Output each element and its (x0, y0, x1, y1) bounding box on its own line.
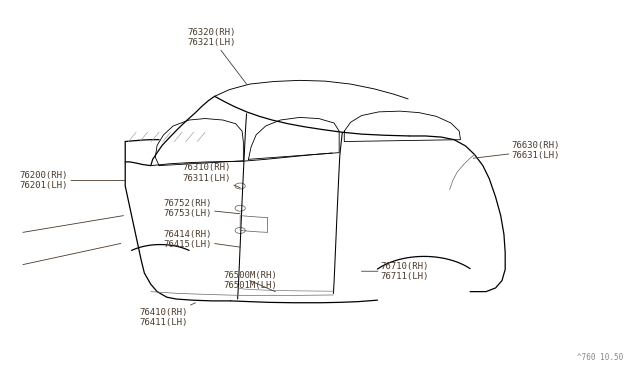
Text: 76710(RH)
76711(LH): 76710(RH) 76711(LH) (362, 262, 429, 281)
Text: 76414(RH)
76415(LH): 76414(RH) 76415(LH) (164, 230, 240, 250)
Text: ^760 10.50: ^760 10.50 (577, 353, 623, 362)
Text: 76630(RH)
76631(LH): 76630(RH) 76631(LH) (473, 141, 560, 160)
Text: 76752(RH)
76753(LH): 76752(RH) 76753(LH) (164, 199, 240, 218)
Text: 76320(RH)
76321(LH): 76320(RH) 76321(LH) (188, 28, 246, 84)
Text: 76410(RH)
76411(LH): 76410(RH) 76411(LH) (140, 303, 195, 327)
Text: 76200(RH)
76201(LH): 76200(RH) 76201(LH) (20, 171, 125, 190)
Text: 76310(RH)
76311(LH): 76310(RH) 76311(LH) (182, 163, 240, 188)
Text: 76500M(RH)
76501M(LH): 76500M(RH) 76501M(LH) (223, 271, 276, 292)
